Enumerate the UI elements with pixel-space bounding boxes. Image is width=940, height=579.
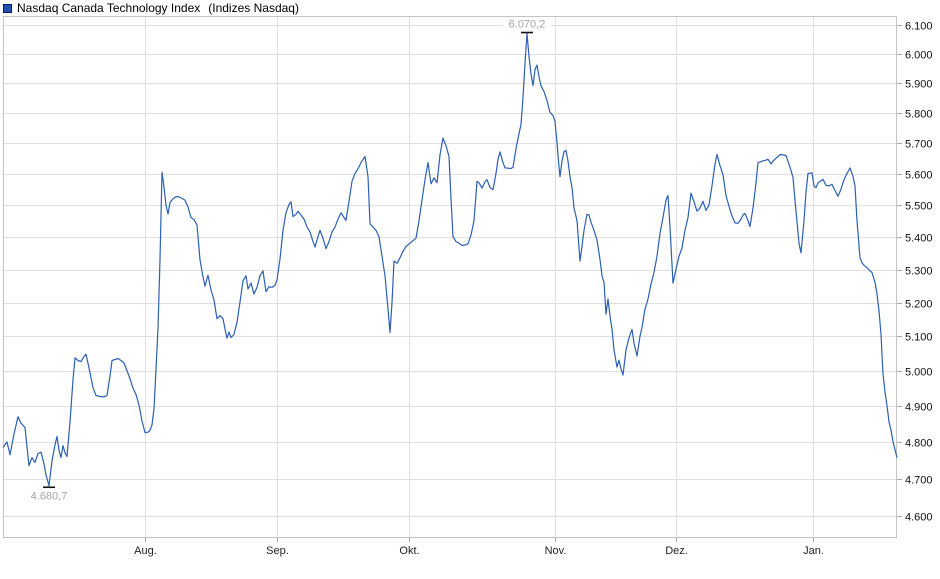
x-axis-label: Nov.: [545, 545, 567, 557]
y-axis-label: 6.100: [905, 21, 933, 33]
y-axis-label: 6.000: [905, 50, 933, 62]
y-axis-label: 5.300: [905, 266, 933, 278]
y-axis-label: 5.400: [905, 233, 933, 245]
y-axis-label: 5.500: [905, 201, 933, 213]
x-axis-label: Okt.: [399, 545, 419, 557]
axis-labels-layer: 6.100 6.000 5.900 5.800 5.700 5.600 5.500 5.400…: [134, 21, 932, 558]
y-axis-label: 5.200: [905, 299, 933, 311]
x-axis-label: Dez.: [665, 545, 688, 557]
max-value-label: 6.070,2: [509, 19, 546, 31]
chart-legend: Nasdaq Canada Technology Index (Indizes …: [3, 1, 299, 15]
x-axis-label: Aug.: [134, 545, 157, 557]
y-axis-label: 5.900: [905, 79, 933, 91]
max-label-mask: [503, 17, 551, 30]
y-axis-label: 4.600: [905, 512, 933, 524]
y-axis-label: 4.800: [905, 438, 933, 450]
y-axis-label: 5.600: [905, 170, 933, 182]
min-value-label: 4.680,7: [31, 491, 68, 503]
chart-subtitle: (Indizes Nasdaq): [208, 1, 299, 15]
series-color-swatch: [3, 3, 12, 13]
annotation-layer: 6.070,2 4.680,7: [25, 17, 551, 503]
y-axis-label: 5.100: [905, 332, 933, 344]
x-axis-label: Sep.: [266, 545, 289, 557]
x-axis-label: Jan.: [803, 545, 824, 557]
min-label-mask: [25, 489, 73, 502]
price-line-series: [2, 32, 898, 487]
y-axis-label: 4.900: [905, 402, 933, 414]
y-axis-label: 5.700: [905, 139, 933, 151]
y-axis-label: 4.700: [905, 475, 933, 487]
grid-layer: [3, 16, 902, 542]
y-axis-label: 5.800: [905, 109, 933, 121]
plot-border: [3, 16, 897, 538]
y-axis-label: 5.000: [905, 367, 933, 379]
chart-title: Nasdaq Canada Technology Index: [17, 1, 201, 15]
